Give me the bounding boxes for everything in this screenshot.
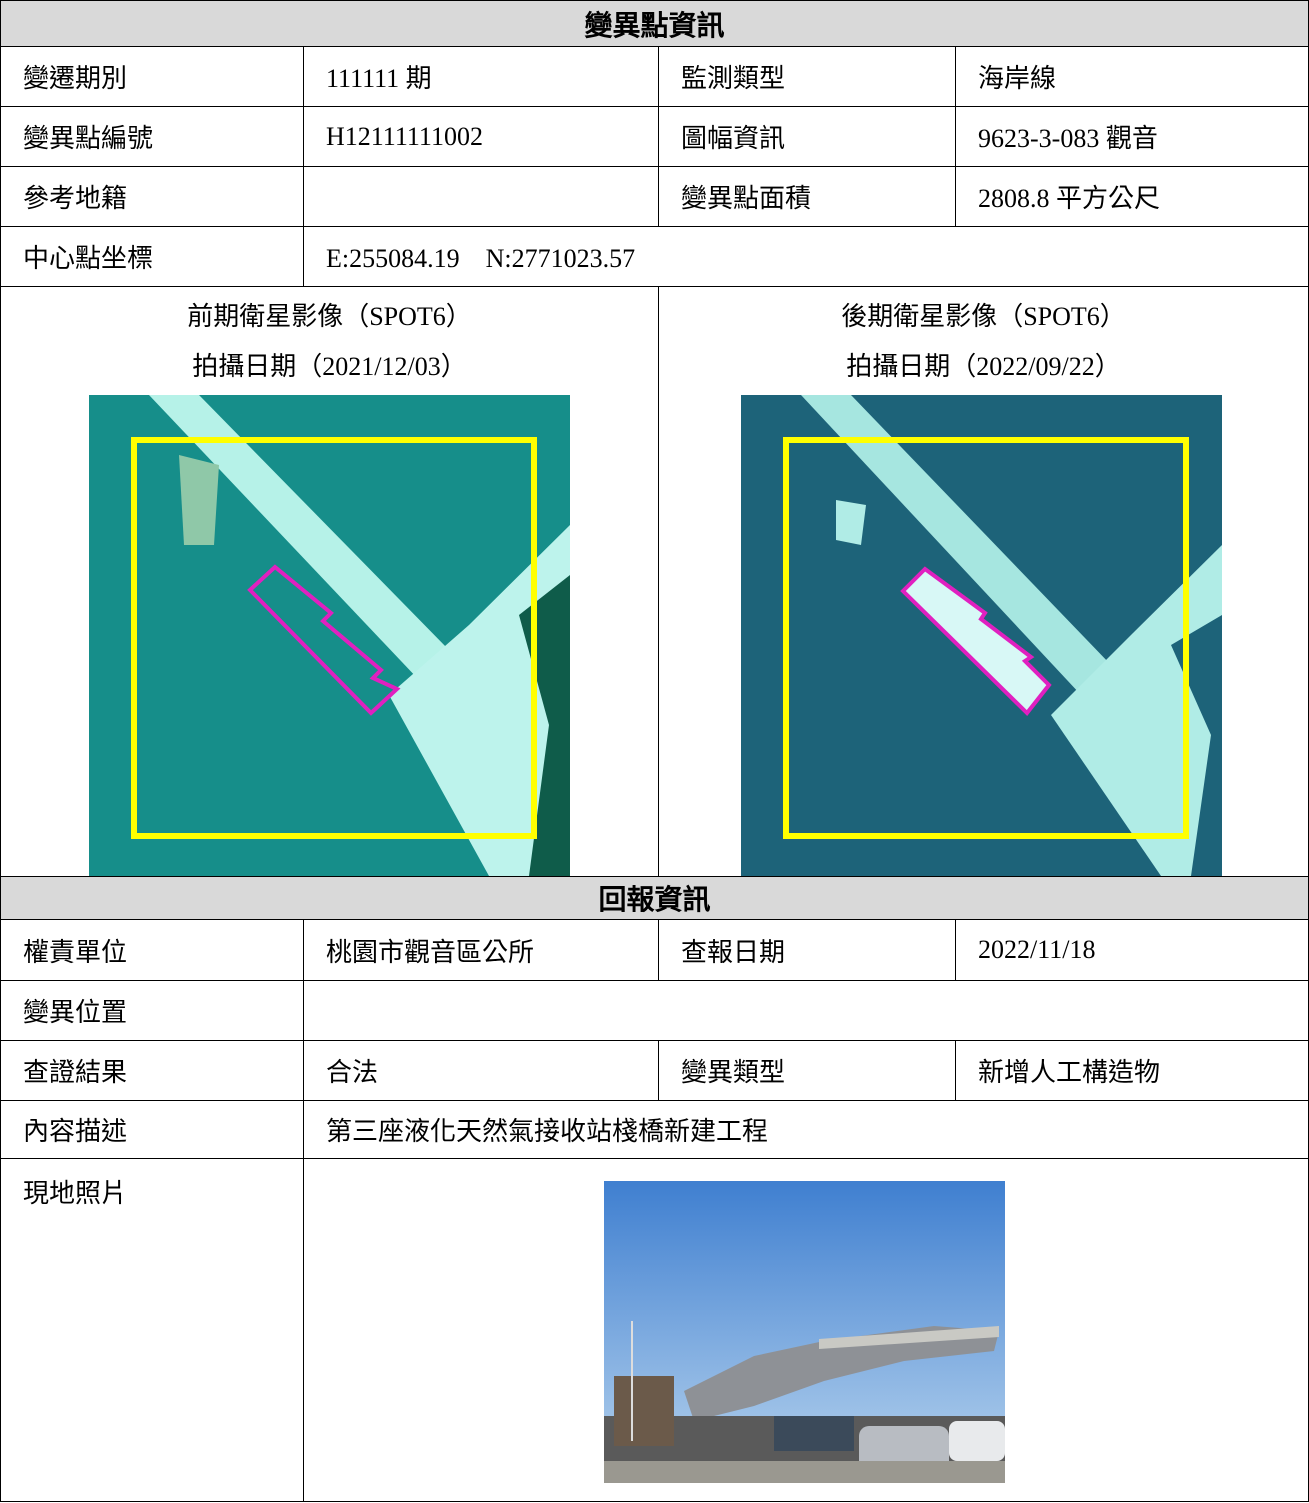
image-caption: 前期衛星影像（SPOT6） [187, 302, 472, 331]
label: 變異類型 [658, 1040, 956, 1101]
satellite-image [741, 395, 1222, 876]
image-cell: 前期衛星影像（SPOT6） 拍攝日期（2021/12/03） [0, 286, 659, 877]
value: 桃園市觀音區公所 [303, 919, 659, 981]
section-title: 變異點資訊 [0, 0, 1309, 47]
truck [774, 1416, 854, 1451]
row: 權責單位 桃園市觀音區公所 查報日期 2022/11/18 [0, 919, 1309, 981]
value: 合法 [303, 1040, 659, 1101]
label: 變異位置 [0, 980, 304, 1041]
value: 9623-3-083 觀音 [954, 106, 1309, 167]
value: 2022/11/18 [954, 919, 1309, 981]
label: 內容描述 [0, 1100, 304, 1159]
row: 變異點編號 H12111111002 圖幅資訊 9623-3-083 觀音 [0, 106, 1309, 167]
land-dark [1171, 615, 1222, 876]
label: 參考地籍 [0, 166, 304, 227]
image-caption: 後期衛星影像（SPOT6） [841, 302, 1126, 331]
label: 查報日期 [658, 919, 956, 981]
value: 新增人工構造物 [954, 1040, 1309, 1101]
value: 2808.8 平方公尺 [954, 166, 1309, 227]
land [1051, 545, 1222, 876]
label: 變異點編號 [0, 106, 304, 167]
value: H12111111002 [303, 106, 659, 167]
row: 變異點資訊 [0, 0, 1309, 47]
label: 現地照片 [0, 1158, 304, 1502]
row: 變遷期別 111111 期監測類型 海岸線 [0, 46, 1309, 107]
barrier [604, 1461, 1005, 1483]
row: 參考地籍 變異點面積 2808.8 平方公尺 [0, 166, 1309, 227]
label: 權責單位 [0, 919, 304, 981]
label: 變異點面積 [658, 166, 956, 227]
structure [836, 500, 866, 545]
bridge [684, 1326, 999, 1421]
image-date: 拍攝日期（2021/12/03） [192, 352, 467, 381]
photo-cell [302, 1158, 1309, 1502]
box [131, 437, 537, 839]
label: 監測類型 [658, 46, 956, 107]
label: 圖幅資訊 [658, 106, 956, 167]
change-outline [247, 564, 401, 716]
value [303, 166, 659, 227]
label: 變遷期別 [0, 46, 304, 107]
row: 現地照片 [0, 1158, 1309, 1502]
label: 查證結果 [0, 1040, 304, 1101]
image-cell: 後期衛星影像（SPOT6） 拍攝日期（2022/09/22） [657, 286, 1309, 877]
image-date: 拍攝日期（2022/09/22） [846, 352, 1121, 381]
satellite-image [89, 395, 570, 876]
car [949, 1421, 1005, 1461]
structure [179, 455, 219, 545]
row: 變異位置 [0, 980, 1309, 1041]
car [859, 1426, 949, 1471]
section-title: 回報資訊 [0, 876, 1309, 920]
value: 111111 期 [303, 46, 659, 107]
row: 內容描述 第三座液化天然氣接收站棧橋新建工程 [0, 1100, 1309, 1159]
value: 海岸線 [954, 46, 1309, 107]
value: E:255084.19 N:2771023.57 [302, 226, 1309, 287]
machinery [614, 1376, 674, 1446]
value [302, 980, 1309, 1041]
bridge-deck [819, 1326, 999, 1349]
pier [801, 395, 1111, 695]
box [783, 437, 1189, 839]
row: 查證結果 合法 變異類型 新增人工構造物 [0, 1040, 1309, 1101]
label: 中心點坐標 [0, 226, 304, 287]
site-photo [604, 1181, 1005, 1483]
pier [149, 395, 449, 680]
value: 第三座液化天然氣接收站棧橋新建工程 [302, 1100, 1309, 1159]
row: 回報資訊 [0, 876, 1309, 920]
row: 中心點坐標 E:255084.19 N:2771023.57 [0, 226, 1309, 287]
change-outline [900, 566, 1052, 716]
row: 前期衛星影像（SPOT6） 拍攝日期（2021/12/03） 後期衛星影像（SP… [0, 286, 1309, 877]
